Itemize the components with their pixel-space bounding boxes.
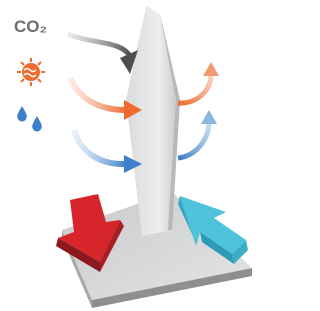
arrowhead xyxy=(203,62,219,76)
co2-label: CO₂ xyxy=(14,17,47,36)
page: CO₂ (() => { const data = JSON.parse(doc… xyxy=(0,0,259,311)
arrowhead xyxy=(201,110,217,124)
moisture-out-arrow xyxy=(178,124,209,158)
water-drop xyxy=(17,106,27,121)
illustration: CO₂ xyxy=(0,0,259,311)
heat-out-arrow xyxy=(178,76,211,103)
heat-icon xyxy=(17,58,45,86)
heat-arrow xyxy=(70,78,126,110)
co2-arrow xyxy=(68,34,130,56)
moisture-arrow xyxy=(74,130,126,164)
water-drop xyxy=(32,116,42,131)
